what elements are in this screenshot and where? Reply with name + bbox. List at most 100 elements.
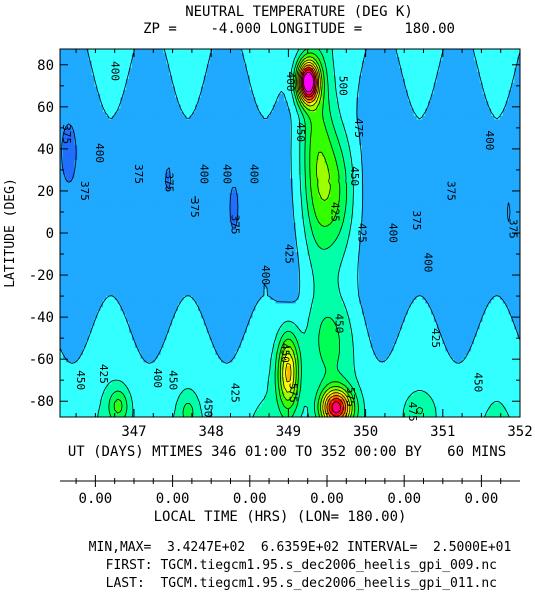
- heat-cell: [396, 372, 400, 378]
- heat-cell: [456, 372, 461, 378]
- heat-cell: [252, 372, 257, 378]
- heat-cell: [448, 383, 452, 389]
- heat-cell: [88, 354, 93, 359]
- heat-cell: [379, 354, 383, 359]
- heat-cell: [85, 372, 90, 378]
- heat-cell: [94, 372, 98, 378]
- heat-cell: [442, 365, 446, 370]
- heat-cell: [154, 347, 159, 352]
- heat-cell: [200, 347, 205, 352]
- heat-cell: [177, 402, 182, 407]
- heat-cell: [336, 369, 340, 374]
- heat-cell: [206, 380, 211, 385]
- heat-cell: [281, 409, 285, 414]
- heat-cell: [428, 405, 432, 411]
- heat-cell: [468, 394, 472, 400]
- heat-cell: [353, 354, 357, 359]
- heat-cell: [310, 387, 314, 392]
- heat-cell: [272, 402, 277, 407]
- heat-cell: [482, 391, 487, 396]
- heat-cell: [396, 383, 400, 389]
- heat-cell: [373, 387, 377, 392]
- heat-cell: [97, 372, 101, 378]
- heat-cell: [341, 383, 346, 389]
- heat-cell: [313, 380, 317, 385]
- heat-cell: [149, 409, 153, 414]
- heat-cell: [120, 409, 124, 414]
- heat-cell: [200, 394, 205, 400]
- heat-cell: [448, 365, 452, 370]
- heat-cell: [100, 369, 104, 374]
- heat-cell: [80, 372, 84, 378]
- heat-cell: [514, 358, 518, 363]
- heat-cell: [275, 369, 280, 374]
- heat-cell: [505, 394, 510, 400]
- heat-cell: [284, 361, 288, 367]
- heat-cell: [445, 365, 449, 370]
- heat-cell: [459, 380, 464, 385]
- heat-cell: [140, 376, 144, 381]
- heat-cell: [356, 376, 360, 381]
- heat-cell: [94, 350, 98, 356]
- heat-cell: [290, 402, 294, 407]
- heat-cell: [206, 372, 211, 378]
- heat-cell: [511, 402, 515, 407]
- heat-cell: [451, 380, 455, 385]
- heat-cell: [376, 358, 380, 363]
- heat-cell: [186, 402, 190, 407]
- heat-cell: [129, 380, 133, 385]
- heat-cell: [212, 372, 216, 378]
- heat-cell: [106, 361, 110, 367]
- heat-cell: [445, 413, 449, 417]
- heat-cell: [198, 383, 202, 389]
- heat-cell: [330, 350, 334, 356]
- heat-cell: [108, 365, 113, 370]
- heat-cell: [407, 413, 412, 417]
- heat-cell: [425, 402, 429, 407]
- heat-cell: [451, 394, 455, 400]
- heat-cell: [499, 361, 504, 367]
- heat-cell: [108, 354, 113, 359]
- heat-cell: [442, 376, 446, 381]
- heat-cell: [272, 398, 277, 403]
- heat-cell: [131, 358, 136, 363]
- heat-cell: [166, 409, 170, 414]
- heat-cell: [74, 358, 78, 363]
- heat-cell: [370, 394, 374, 400]
- heat-cell: [307, 394, 311, 400]
- heat-cell: [62, 402, 67, 407]
- heat-cell: [407, 383, 412, 389]
- heat-cell: [177, 394, 182, 400]
- heat-cell: [376, 365, 380, 370]
- heat-cell: [140, 387, 144, 392]
- heat-cell: [517, 376, 520, 381]
- heat-cell: [359, 358, 363, 363]
- heat-cell: [91, 361, 96, 367]
- heat-cell: [103, 372, 107, 378]
- heat-cell: [246, 347, 251, 352]
- heat-cell: [436, 361, 441, 367]
- heat-cell: [459, 391, 464, 396]
- heat-cell: [462, 394, 466, 400]
- heat-cell: [468, 398, 472, 403]
- heat-cell: [206, 394, 211, 400]
- heat-cell: [356, 369, 360, 374]
- heat-cell: [304, 398, 308, 403]
- heat-cell: [373, 350, 377, 356]
- heat-cell: [476, 383, 481, 389]
- heat-cell: [238, 365, 242, 370]
- heat-cell: [269, 361, 274, 367]
- heat-cell: [379, 369, 383, 374]
- heat-cell: [261, 402, 265, 407]
- heat-cell: [195, 398, 199, 403]
- heat-cell: [393, 372, 397, 378]
- heat-cell: [353, 350, 357, 356]
- heat-cell: [252, 383, 257, 389]
- heat-cell: [183, 391, 188, 396]
- heat-cell: [494, 372, 498, 378]
- heat-cell: [405, 394, 409, 400]
- heat-cell: [68, 372, 73, 378]
- heat-cell: [117, 398, 121, 403]
- heat-cell: [315, 402, 320, 407]
- heat-cell: [307, 361, 311, 367]
